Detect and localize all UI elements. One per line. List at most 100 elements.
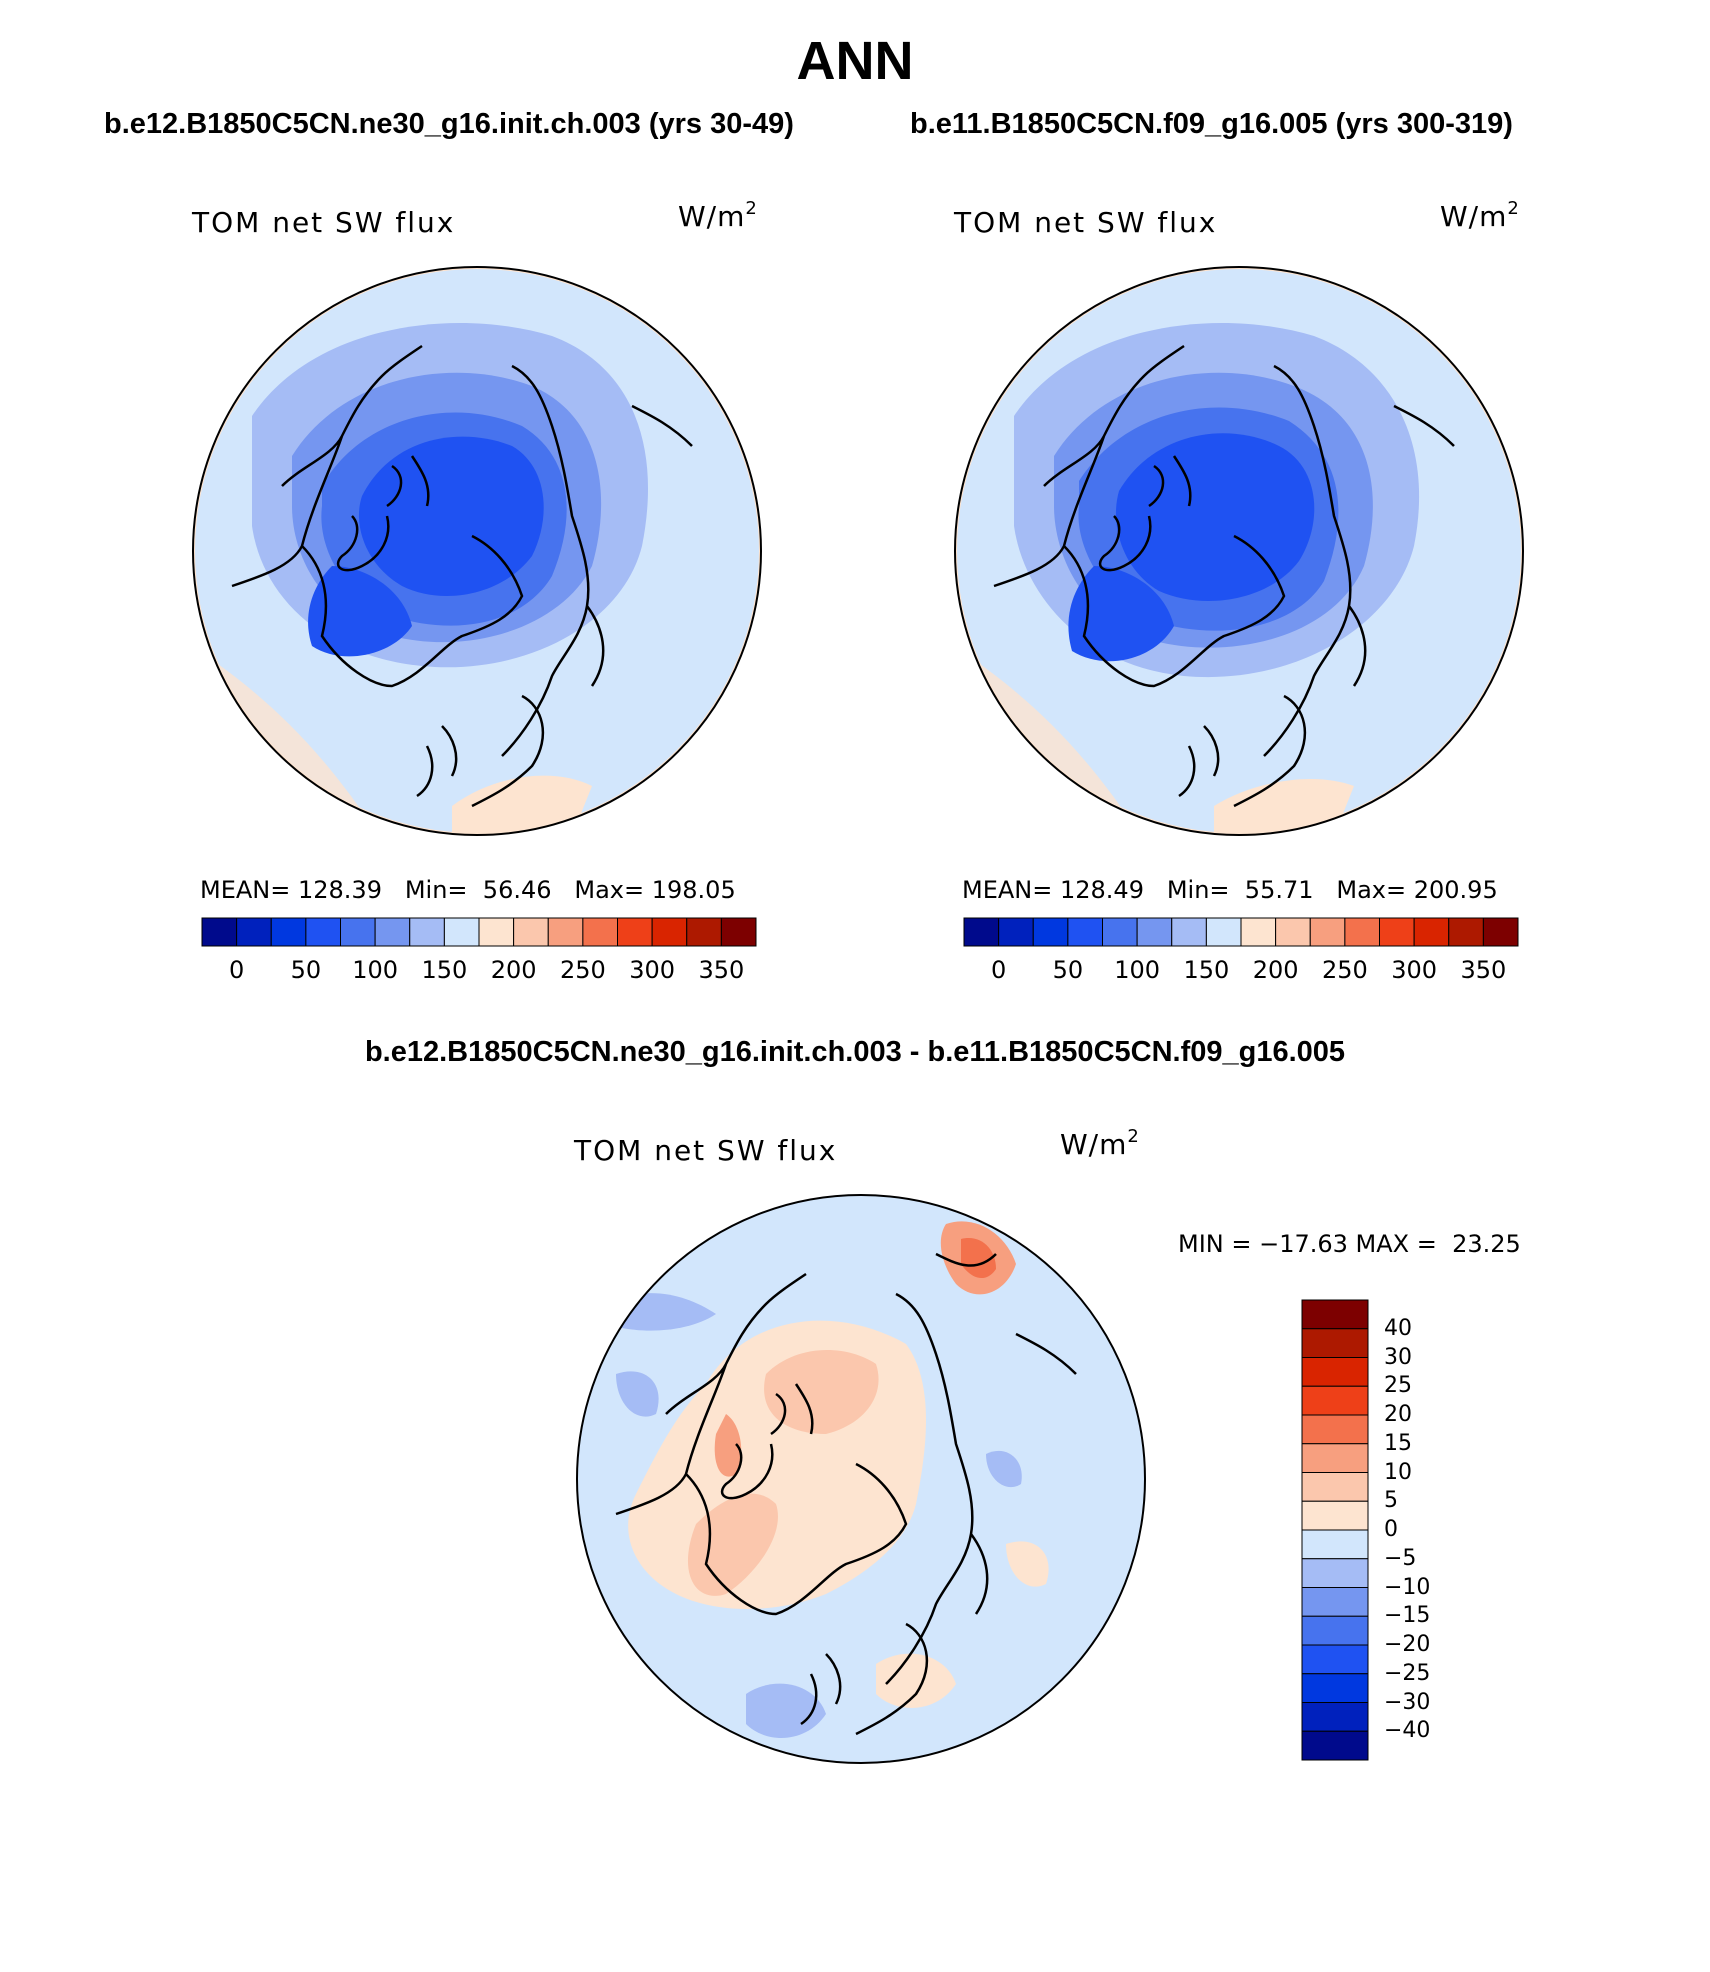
panel1-colorbar-tick-label: 200	[490, 956, 537, 984]
difference-colorbar-tick-label: −40	[1384, 1718, 1431, 1744]
difference-polar-map	[576, 1194, 1146, 1764]
panel2-colorbar	[963, 917, 1519, 947]
panel2-polar-map	[954, 266, 1524, 836]
panel1-colorbar-swatch	[305, 917, 341, 947]
panel2-colorbar-swatch	[963, 917, 1000, 947]
difference-colorbar-swatch	[1301, 1385, 1369, 1416]
panel2-colorbar-swatch	[1309, 917, 1346, 947]
panel1-colorbar-swatch	[478, 917, 515, 947]
difference-colorbar-swatch	[1301, 1702, 1369, 1732]
difference-colorbar-tick-label: −30	[1384, 1689, 1431, 1715]
difference-colorbar-tick-label: 15	[1384, 1430, 1412, 1456]
difference-colorbar	[1301, 1299, 1369, 1761]
difference-colorbar-tick-label: −20	[1384, 1632, 1431, 1657]
panel1-units: W/m2	[678, 198, 758, 233]
panel1-colorbar-swatch	[686, 917, 722, 947]
panel2-colorbar-swatch	[1482, 917, 1519, 947]
panel1-colorbar-tick-label: 250	[559, 956, 606, 984]
difference-colorbar-swatch	[1301, 1615, 1369, 1646]
difference-colorbar-swatch	[1301, 1673, 1369, 1703]
panel1-colorbar-swatch	[340, 917, 376, 947]
panel1-colorbar-swatch	[720, 917, 757, 947]
panel2-colorbar-ticks: 0 50 100 150 200 250 300 350	[964, 956, 1518, 986]
difference-colorbar-tick-label: 25	[1384, 1373, 1412, 1399]
difference-colorbar-swatch	[1301, 1328, 1369, 1358]
panel1-colorbar-swatch	[236, 917, 272, 947]
panel2-colorbar-swatch	[1171, 917, 1207, 947]
panel1-stats: MEAN= 128.39 Min= 56.46 Max= 198.05	[200, 876, 736, 904]
panel2-colorbar-swatch	[1344, 917, 1380, 947]
panel2-colorbar-swatch	[998, 917, 1034, 947]
panel2-colorbar-tick-label: 0	[990, 956, 1007, 984]
panel2-colorbar-swatch	[1275, 917, 1311, 947]
panel2-colorbar-tick-label: 100	[1114, 956, 1161, 984]
difference-colorbar-tick-label: −5	[1384, 1545, 1417, 1571]
panel2-colorbar-swatch	[1067, 917, 1103, 947]
panel2-colorbar-tick-label: 350	[1460, 956, 1507, 984]
panel1-colorbar-tick-label: 300	[629, 956, 676, 984]
panel2-colorbar-swatch	[1379, 917, 1415, 947]
panel2-colorbar-swatch	[1032, 917, 1069, 947]
difference-units: W/m2	[1060, 1126, 1140, 1161]
difference-colorbar-tick-label: −10	[1384, 1574, 1431, 1600]
difference-colorbar-swatch	[1301, 1644, 1369, 1675]
main-title: ANN	[796, 31, 914, 91]
panel2-colorbar-swatch	[1413, 917, 1450, 947]
panel2-colorbar-tick-label: 50	[1052, 956, 1084, 984]
difference-colorbar-swatch	[1301, 1357, 1369, 1387]
panel1-variable-label: TOM net SW flux	[192, 206, 456, 239]
difference-colorbar-swatch	[1301, 1414, 1369, 1445]
difference-variable-label: TOM net SW flux	[574, 1134, 838, 1167]
difference-colorbar-ticks: 40 30 25 20 15 10 5 0 −5 −10 −15 −20 −25 −30 −40	[1378, 1300, 1498, 1760]
panel1-colorbar-tick-label: 0	[228, 956, 245, 984]
panel1-colorbar-tick-label: 100	[352, 956, 399, 984]
difference-colorbar-swatch	[1301, 1587, 1369, 1617]
difference-colorbar-swatch	[1301, 1529, 1369, 1560]
panel2-case-title: b.e11.B1850C5CN.f09_g16.005 (yrs 300-319…	[910, 108, 1513, 140]
panel2-colorbar-swatch	[1240, 917, 1277, 947]
panel1-colorbar-tick-label: 150	[421, 956, 468, 984]
panel1-colorbar-swatch	[582, 917, 618, 947]
difference-colorbar-tick-label: 20	[1384, 1402, 1412, 1427]
panel2-colorbar-swatch	[1102, 917, 1138, 947]
panel1-colorbar-ticks: 0 50 100 150 200 250 300 350	[202, 956, 756, 986]
difference-minmax: MIN = −17.63 MAX = 23.25	[1178, 1230, 1521, 1258]
panel2-stats: MEAN= 128.49 Min= 55.71 Max= 200.95	[962, 876, 1498, 904]
difference-title: b.e12.B1850C5CN.ne30_g16.init.ch.003 - b…	[364, 1036, 1346, 1068]
difference-colorbar-swatch	[1301, 1472, 1369, 1502]
difference-colorbar-tick-label: 40	[1384, 1315, 1412, 1341]
panel2-colorbar-tick-label: 300	[1391, 956, 1438, 984]
panel1-colorbar-swatch	[443, 917, 480, 947]
panel2-colorbar-swatch	[1136, 917, 1173, 947]
panel1-colorbar-swatch	[651, 917, 688, 947]
panel2-colorbar-tick-label: 150	[1183, 956, 1230, 984]
difference-colorbar-tick-label: 10	[1384, 1459, 1412, 1485]
panel1-colorbar-swatch	[374, 917, 411, 947]
panel2-colorbar-tick-label: 250	[1321, 956, 1368, 984]
difference-colorbar-tick-label: 30	[1384, 1344, 1412, 1370]
panel1-colorbar-tick-label: 50	[290, 956, 322, 984]
panel2-units: W/m2	[1440, 198, 1520, 233]
difference-colorbar-tick-label: 5	[1384, 1488, 1398, 1514]
difference-colorbar-tick-label: −15	[1384, 1603, 1431, 1629]
difference-colorbar-swatch	[1301, 1299, 1369, 1330]
panel1-colorbar-tick-label: 350	[698, 956, 745, 984]
panel1-colorbar-swatch	[513, 917, 549, 947]
difference-colorbar-swatch	[1301, 1443, 1369, 1473]
panel1-colorbar-swatch	[270, 917, 307, 947]
panel1-colorbar	[201, 917, 757, 947]
panel2-colorbar-tick-label: 200	[1252, 956, 1299, 984]
difference-colorbar-swatch	[1301, 1500, 1369, 1531]
panel1-colorbar-swatch	[409, 917, 445, 947]
panel1-case-title: b.e12.B1850C5CN.ne30_g16.init.ch.003 (yr…	[104, 108, 794, 140]
panel2-variable-label: TOM net SW flux	[954, 206, 1218, 239]
difference-colorbar-tick-label: 0	[1384, 1517, 1398, 1542]
panel2-colorbar-swatch	[1205, 917, 1242, 947]
panel1-colorbar-swatch	[617, 917, 653, 947]
difference-colorbar-swatch	[1301, 1730, 1369, 1761]
panel1-colorbar-swatch	[547, 917, 584, 947]
panel1-polar-map	[192, 266, 762, 836]
difference-colorbar-swatch	[1301, 1558, 1369, 1588]
panel1-colorbar-swatch	[201, 917, 238, 947]
difference-colorbar-tick-label: −25	[1384, 1660, 1431, 1686]
